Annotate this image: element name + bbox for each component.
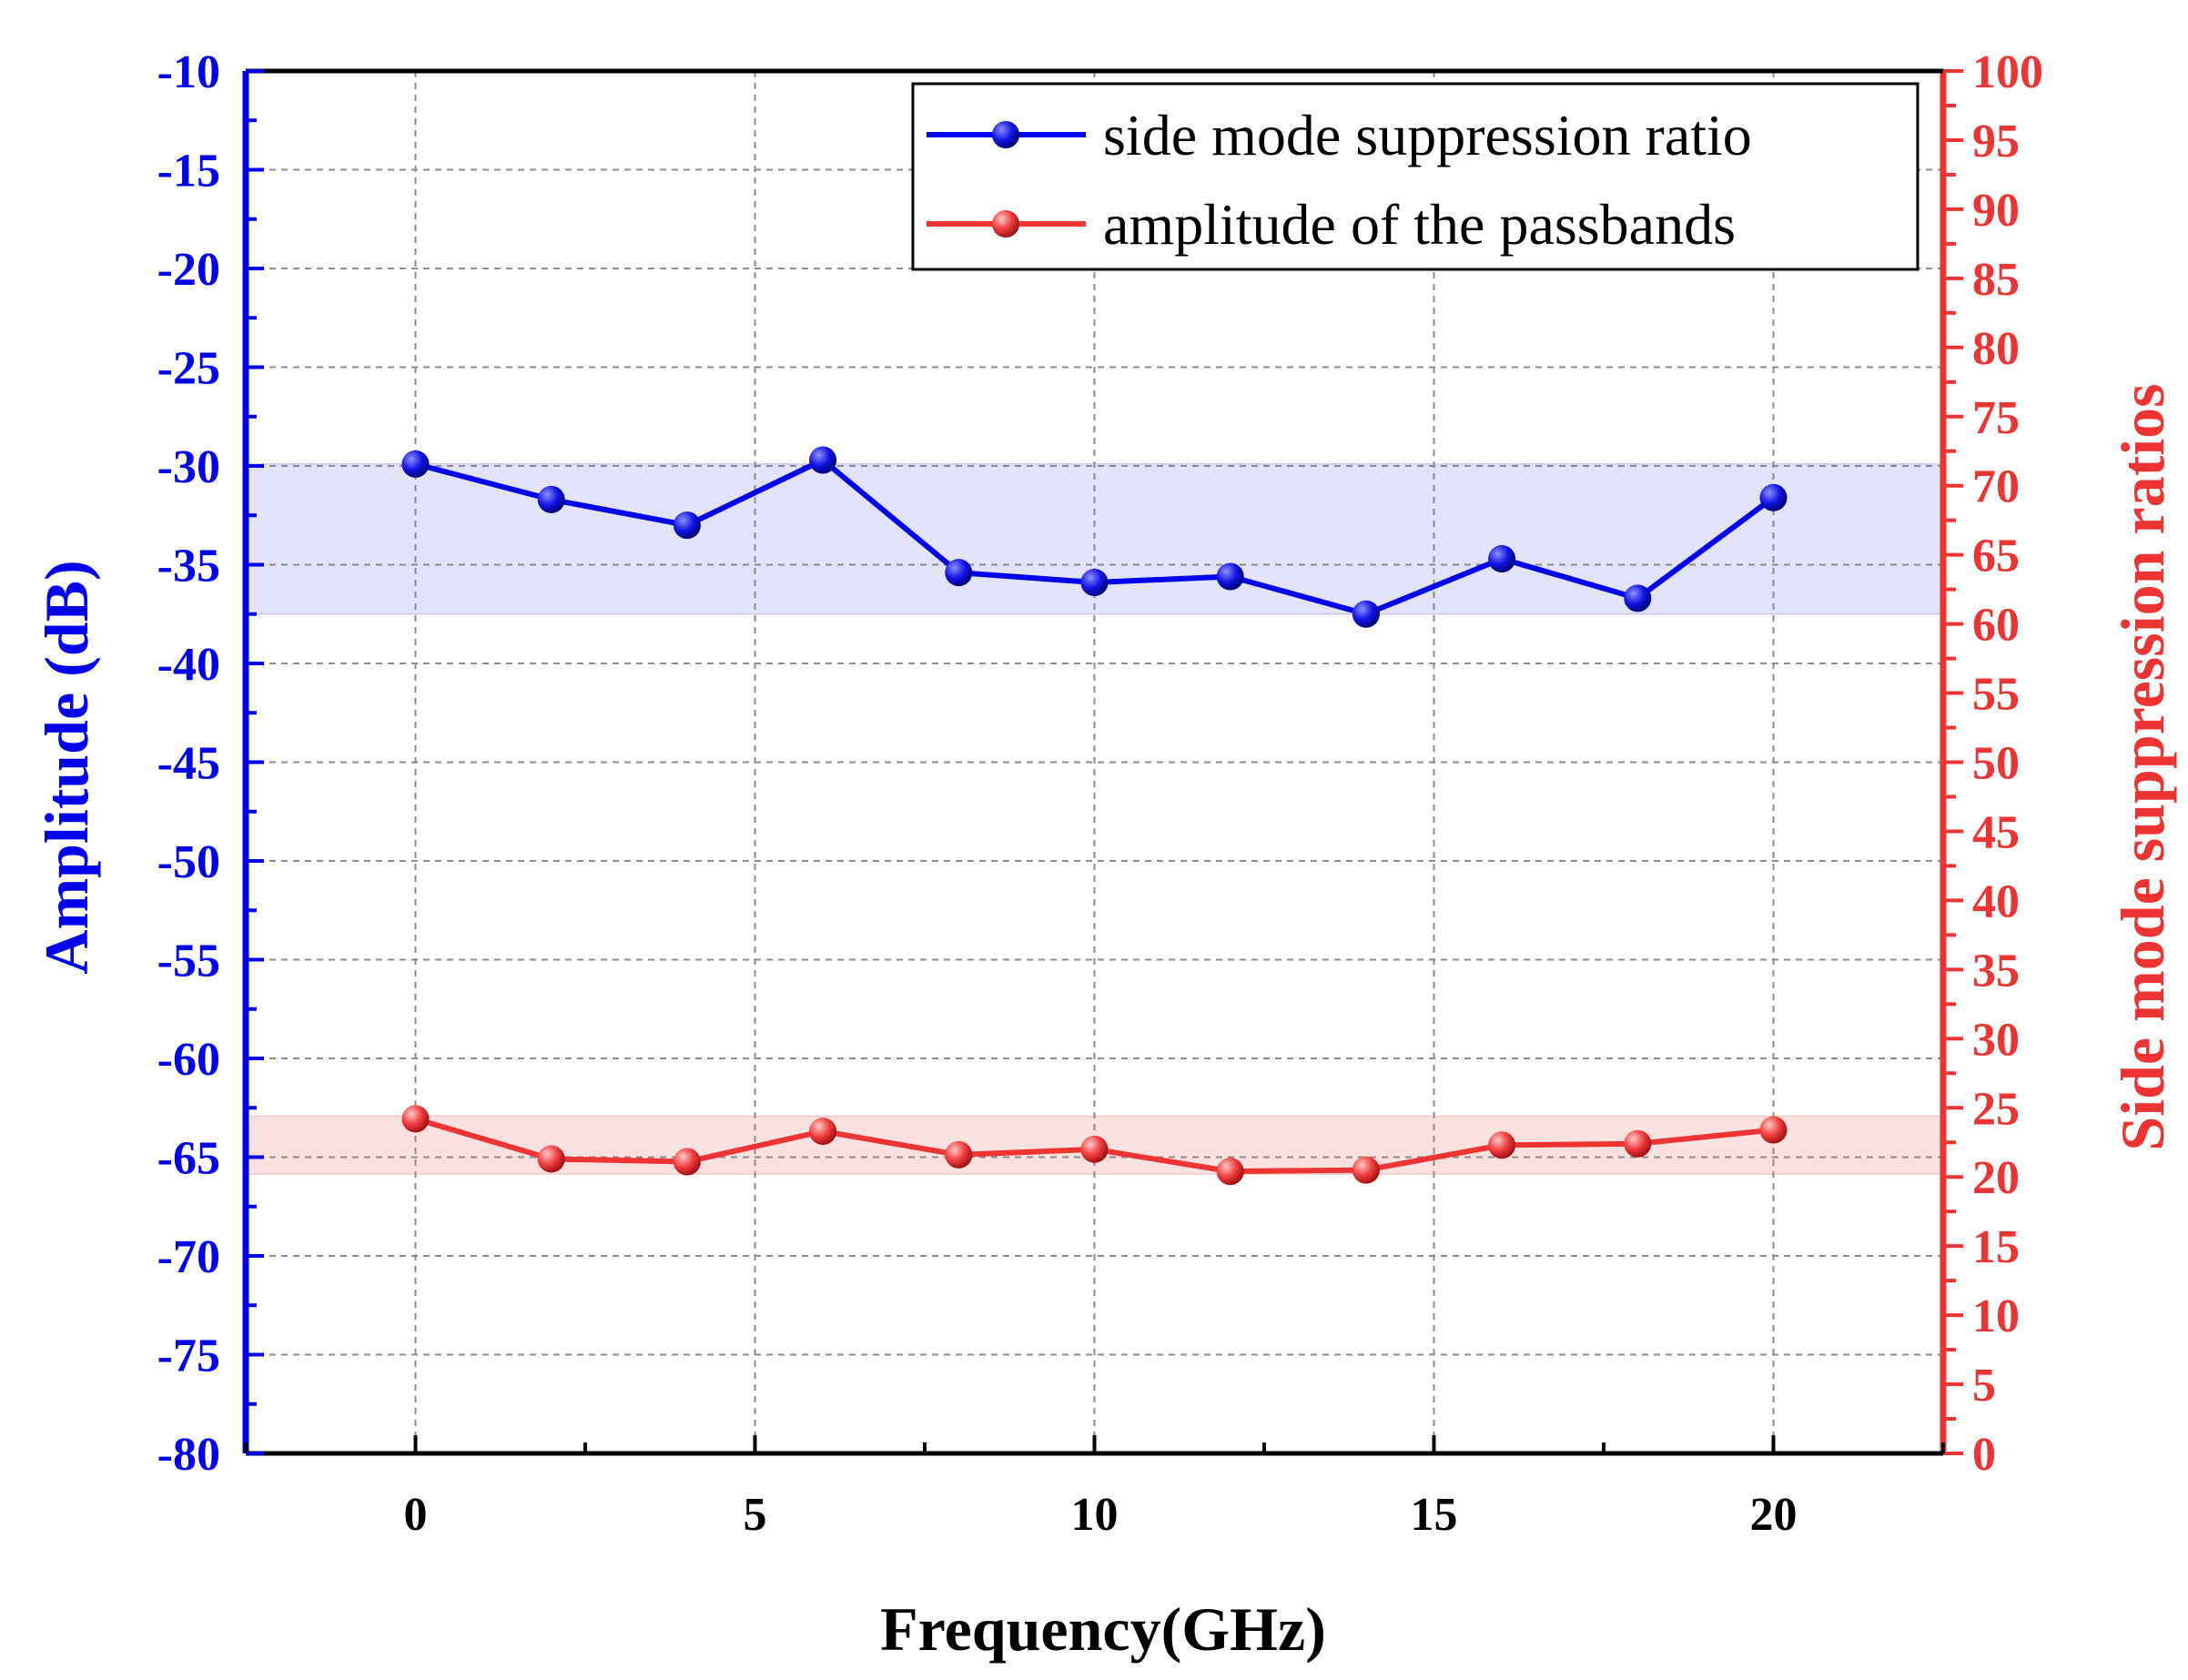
left-tick-label: -80 <box>157 1429 220 1481</box>
legend: side mode suppression ratio amplitude of… <box>911 82 1920 271</box>
left-tick-label: -60 <box>157 1034 220 1086</box>
data-point-smsr <box>809 446 837 474</box>
x-tick-label: 20 <box>1750 1489 1798 1541</box>
left-tick-label: -45 <box>157 738 220 790</box>
x-tick-label: 10 <box>1071 1489 1119 1541</box>
legend-label-smsr: side mode suppression ratio <box>1103 103 1752 167</box>
right-tick-label: 45 <box>1972 806 2020 858</box>
right-tick-label: 35 <box>1972 945 2020 997</box>
right-tick-label: 55 <box>1972 669 2020 721</box>
x-tick-label: 5 <box>744 1489 767 1541</box>
x-tick-label: 15 <box>1411 1489 1458 1541</box>
right-tick-label: 0 <box>1972 1429 1996 1481</box>
left-tick-label: -35 <box>157 541 220 592</box>
data-point-smsr <box>673 511 701 540</box>
right-tick-label: 10 <box>1972 1290 2020 1342</box>
left-tick-label: -30 <box>157 441 220 493</box>
right-tick-label: 95 <box>1972 116 2020 167</box>
data-point-smsr <box>1624 584 1652 612</box>
left-y-axis-title: Amplitude (dB) <box>32 560 101 974</box>
left-tick-label: -75 <box>157 1331 220 1382</box>
left-tick-label: -20 <box>157 244 220 296</box>
data-point-smsr <box>401 450 430 478</box>
right-tick-label: 100 <box>1972 46 2043 98</box>
right-tick-label: 85 <box>1972 254 2020 306</box>
data-point-passband <box>1080 1135 1109 1163</box>
data-point-passband <box>1624 1129 1652 1158</box>
legend-label-passband: amplitude of the passbands <box>1103 192 1736 257</box>
left-tick-label: -70 <box>157 1231 220 1283</box>
data-point-passband <box>537 1145 565 1173</box>
data-point-smsr <box>1759 483 1788 511</box>
right-tick-label: 20 <box>1972 1152 2020 1204</box>
left-tick-label: -55 <box>157 936 220 987</box>
right-tick-label: 5 <box>1972 1360 1996 1412</box>
data-point-passband <box>1352 1156 1380 1184</box>
x-axis-title: Frequency(GHz) <box>880 1594 1326 1664</box>
data-point-passband <box>673 1148 701 1176</box>
data-point-smsr <box>1080 569 1109 597</box>
data-point-passband <box>945 1140 973 1169</box>
left-tick-label: -15 <box>157 146 220 197</box>
grid-lines <box>246 71 1943 1453</box>
data-point-passband <box>1759 1116 1788 1144</box>
right-tick-label: 90 <box>1972 185 2020 237</box>
right-tick-label: 25 <box>1972 1083 2020 1135</box>
data-point-passband <box>401 1105 430 1133</box>
right-tick-label: 15 <box>1972 1221 2020 1273</box>
left-tick-label: -10 <box>157 46 220 98</box>
left-tick-label: -25 <box>157 343 220 395</box>
data-point-smsr <box>1352 600 1380 628</box>
data-point-passband <box>809 1118 837 1146</box>
x-tick-label: 0 <box>404 1489 428 1541</box>
legend-box <box>911 82 1920 271</box>
right-tick-label: 40 <box>1972 875 2020 927</box>
right-tick-label: 75 <box>1972 392 2020 444</box>
right-y-axis-title: Side mode suppression ratios <box>2108 383 2177 1150</box>
right-tick-label: 70 <box>1972 461 2020 513</box>
data-point-smsr <box>1488 544 1516 572</box>
left-tick-label: -40 <box>157 639 220 691</box>
data-point-passband <box>1488 1131 1516 1159</box>
legend-marker-smsr <box>992 121 1019 148</box>
data-point-smsr <box>1216 562 1244 591</box>
right-tick-label: 80 <box>1972 323 2020 375</box>
left-tick-label: -65 <box>157 1133 220 1185</box>
data-point-smsr <box>537 485 565 513</box>
right-tick-label: 30 <box>1972 1014 2020 1066</box>
right-tick-label: 65 <box>1972 531 2020 582</box>
tick-labels: -10 -15 -20 -25 -30 -35 -40 -45 -50 -55 -60 -65 -70 -… <box>157 46 2043 1541</box>
legend-marker-passband <box>992 210 1019 238</box>
left-tick-label: -50 <box>157 836 220 888</box>
data-point-smsr <box>945 559 973 587</box>
right-tick-label: 60 <box>1972 600 2020 652</box>
tick-marks <box>244 69 1963 1455</box>
right-tick-label: 50 <box>1972 738 2020 790</box>
series-layer <box>401 446 1788 1186</box>
data-point-passband <box>1216 1158 1244 1186</box>
